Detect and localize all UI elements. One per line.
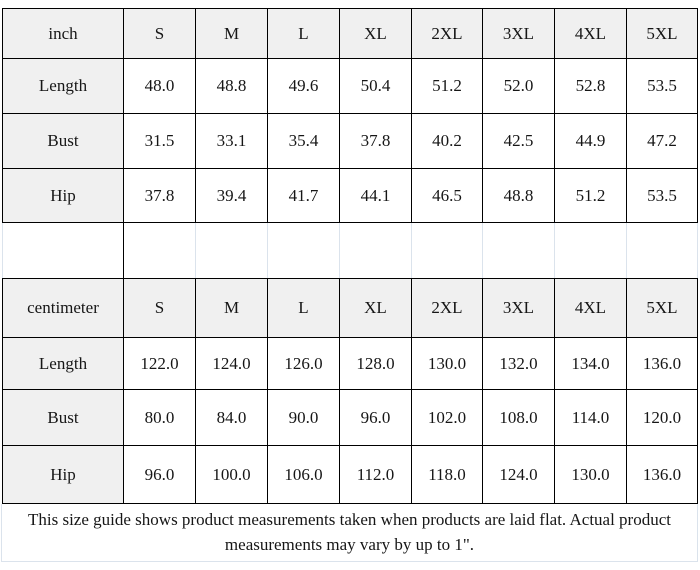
row-label: Hip — [2, 445, 124, 504]
measurement-cell: 53.5 — [626, 168, 698, 223]
measurement-cell: 51.2 — [554, 168, 627, 223]
measurement-cell: 44.9 — [554, 113, 627, 169]
unit-header-cell: inch — [2, 8, 124, 59]
size-header-cell: 4XL — [554, 278, 627, 338]
size-header-cell: 5XL — [626, 278, 698, 338]
measurement-cell: 112.0 — [339, 445, 412, 504]
empty-cell — [339, 222, 412, 279]
size-header-cell: 4XL — [554, 8, 627, 59]
size-header-cell: XL — [339, 278, 412, 338]
size-header-cell: M — [195, 278, 268, 338]
measurement-cell: 50.4 — [339, 58, 412, 114]
measurement-cell: 114.0 — [554, 389, 627, 446]
size-guide-note: This size guide shows product measuremen… — [1, 504, 698, 563]
measurement-cell: 48.8 — [195, 58, 268, 114]
measurement-cell: 124.0 — [195, 337, 268, 390]
row-label: Bust — [2, 113, 124, 169]
measurement-cell: 31.5 — [123, 113, 196, 169]
measurement-cell: 108.0 — [482, 389, 555, 446]
measurement-cell: 80.0 — [123, 389, 196, 446]
size-header-cell: 2XL — [411, 278, 483, 338]
measurement-cell: 39.4 — [195, 168, 268, 223]
measurement-cell: 130.0 — [554, 445, 627, 504]
table-row: Hip 96.0 100.0 106.0 112.0 118.0 124.0 1… — [2, 445, 698, 504]
measurement-cell: 96.0 — [339, 389, 412, 446]
cm-header-row: centimeter S M L XL 2XL 3XL 4XL 5XL — [2, 278, 698, 338]
size-header-cell: 5XL — [626, 8, 698, 59]
size-header-cell: 3XL — [482, 278, 555, 338]
row-label: Bust — [2, 389, 124, 446]
empty-cell — [626, 222, 698, 279]
spacer-row — [2, 222, 698, 279]
measurement-cell: 46.5 — [411, 168, 483, 223]
measurement-cell: 40.2 — [411, 113, 483, 169]
measurement-cell: 52.0 — [482, 58, 555, 114]
inch-header-row: inch S M L XL 2XL 3XL 4XL 5XL — [2, 8, 698, 59]
measurement-cell: 122.0 — [123, 337, 196, 390]
note-text: This size guide shows product measuremen… — [28, 510, 671, 554]
measurement-cell: 136.0 — [626, 337, 698, 390]
measurement-cell: 126.0 — [267, 337, 340, 390]
empty-cell — [411, 222, 483, 279]
measurement-cell: 47.2 — [626, 113, 698, 169]
size-header-cell: L — [267, 8, 340, 59]
table-row: Length 48.0 48.8 49.6 50.4 51.2 52.0 52.… — [2, 58, 698, 114]
measurement-cell: 41.7 — [267, 168, 340, 223]
size-header-cell: XL — [339, 8, 412, 59]
row-label: Length — [2, 337, 124, 390]
measurement-cell: 130.0 — [411, 337, 483, 390]
table-row: Length 122.0 124.0 126.0 128.0 130.0 132… — [2, 337, 698, 390]
measurement-cell: 100.0 — [195, 445, 268, 504]
measurement-cell: 128.0 — [339, 337, 412, 390]
measurement-cell: 44.1 — [339, 168, 412, 223]
size-header-cell: 3XL — [482, 8, 555, 59]
measurement-cell: 53.5 — [626, 58, 698, 114]
measurement-cell: 49.6 — [267, 58, 340, 114]
size-guide-table: inch S M L XL 2XL 3XL 4XL 5XL Length 48.… — [2, 8, 698, 504]
measurement-cell: 124.0 — [482, 445, 555, 504]
empty-cell — [123, 222, 196, 279]
measurement-cell: 90.0 — [267, 389, 340, 446]
table-row: Bust 80.0 84.0 90.0 96.0 102.0 108.0 114… — [2, 389, 698, 446]
unit-header-cell: centimeter — [2, 278, 124, 338]
measurement-cell: 96.0 — [123, 445, 196, 504]
measurement-cell: 37.8 — [123, 168, 196, 223]
size-header-cell: M — [195, 8, 268, 59]
measurement-cell: 48.0 — [123, 58, 196, 114]
empty-cell — [195, 222, 268, 279]
measurement-cell: 42.5 — [482, 113, 555, 169]
measurement-cell: 136.0 — [626, 445, 698, 504]
table-row: Bust 31.5 33.1 35.4 37.8 40.2 42.5 44.9 … — [2, 113, 698, 169]
measurement-cell: 33.1 — [195, 113, 268, 169]
measurement-cell: 48.8 — [482, 168, 555, 223]
size-header-cell: S — [123, 278, 196, 338]
row-label: Length — [2, 58, 124, 114]
table-row: Hip 37.8 39.4 41.7 44.1 46.5 48.8 51.2 5… — [2, 168, 698, 223]
size-header-cell: 2XL — [411, 8, 483, 59]
measurement-cell: 35.4 — [267, 113, 340, 169]
measurement-cell: 84.0 — [195, 389, 268, 446]
row-label: Hip — [2, 168, 124, 223]
measurement-cell: 118.0 — [411, 445, 483, 504]
empty-cell — [482, 222, 555, 279]
measurement-cell: 120.0 — [626, 389, 698, 446]
empty-cell — [267, 222, 340, 279]
measurement-cell: 102.0 — [411, 389, 483, 446]
measurement-cell: 52.8 — [554, 58, 627, 114]
measurement-cell: 134.0 — [554, 337, 627, 390]
measurement-cell: 106.0 — [267, 445, 340, 504]
empty-cell — [2, 222, 124, 279]
empty-cell — [554, 222, 627, 279]
measurement-cell: 132.0 — [482, 337, 555, 390]
size-guide: inch S M L XL 2XL 3XL 4XL 5XL Length 48.… — [0, 8, 700, 570]
measurement-cell: 51.2 — [411, 58, 483, 114]
measurement-cell: 37.8 — [339, 113, 412, 169]
size-header-cell: L — [267, 278, 340, 338]
size-header-cell: S — [123, 8, 196, 59]
